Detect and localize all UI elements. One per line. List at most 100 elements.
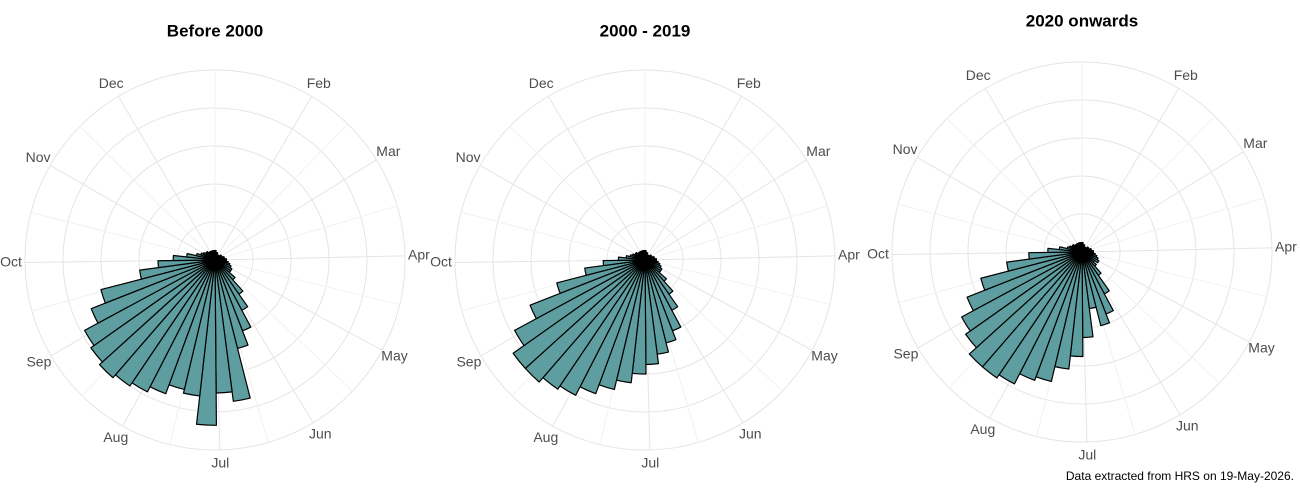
bar [83,259,216,347]
minor-spoke [644,123,779,261]
minor-spoke [214,259,353,392]
grid-spoke [214,259,383,351]
bar [1080,241,1083,253]
x-tick-label: Feb [737,75,761,91]
bar [965,251,1083,349]
panel: Feb Mar Apr May Jun Jul Aug Sep Oct Nov Dec Before … [0,21,430,470]
x-tick-label: Sep [456,354,481,370]
bar [1081,251,1111,327]
minor-spoke [30,211,216,261]
grid-spoke [49,165,216,261]
bar [968,251,1083,368]
bar [1006,251,1083,272]
x-tick-label: Dec [99,75,124,91]
bar [98,259,216,379]
x-tick-label: Nov [456,149,481,165]
x-tick-label: Sep [893,346,918,362]
bar [584,259,646,276]
bar [556,259,646,294]
x-tick-label: Apr [838,246,860,262]
chart-title: Before 2000 [167,21,263,40]
minor-spoke [897,203,1083,253]
x-tick-label: Mar [806,143,830,159]
bar [961,251,1083,332]
grid-spoke [644,96,743,261]
bar [1028,251,1083,260]
x-tick-label: Apr [408,246,430,262]
bar [602,259,646,267]
grid-spoke [1081,88,1180,253]
x-tick-label: Oct [430,253,452,269]
caption: Data extracted from HRS on 19-May-2026. [1066,469,1294,483]
minor-spoke [644,259,830,306]
x-tick-label: Feb [307,75,331,91]
bar [643,249,646,261]
bar [90,259,216,324]
x-tick-label: May [381,348,407,364]
bar [513,259,646,347]
x-tick-label: Aug [103,429,128,445]
minor-spoke [214,123,349,261]
bar [157,259,216,269]
x-tick-label: Nov [26,149,51,165]
x-tick-label: Oct [867,245,889,261]
grid-spoke [479,165,646,261]
minor-spoke [79,126,216,261]
minor-spoke [644,205,828,261]
grid-spoke [1081,251,1250,343]
x-tick-label: Jul [641,455,659,471]
minor-spoke [1081,251,1267,298]
grid-spoke [644,255,835,261]
x-tick-label: May [811,348,837,364]
x-tick-label: Jun [1176,417,1199,433]
panel: Feb Mar Apr May Jun Jul Aug Sep Oct Nov Dec 2020 on… [867,11,1297,462]
bar [213,249,216,261]
minor-spoke [214,205,398,261]
bar [90,259,216,363]
x-tick-label: May [1248,340,1274,356]
x-tick-label: Jun [739,425,762,441]
bar [100,259,216,304]
bar [529,259,646,320]
minor-spoke [214,259,400,306]
minor-spoke [946,118,1083,253]
x-tick-label: Jul [211,455,229,471]
x-tick-label: Mar [1243,135,1267,151]
bar [139,259,216,280]
x-tick-label: Jul [1078,447,1096,463]
x-tick-label: Oct [0,253,22,269]
x-tick-label: Mar [376,143,400,159]
minor-spoke [1081,115,1216,253]
chart-title: 2020 onwards [1026,11,1138,30]
minor-spoke [509,126,646,261]
grid-spoke [214,159,377,261]
bar [966,251,1083,312]
x-tick-label: Dec [966,67,991,83]
grid-spoke [117,96,216,261]
grid-spoke [214,96,313,261]
grid-spoke [1081,247,1272,253]
x-tick-label: Sep [26,354,51,370]
grid-spoke [916,157,1083,253]
x-tick-label: Nov [893,141,918,157]
x-tick-label: Jun [309,425,332,441]
grid-spoke [644,159,807,261]
minor-spoke [1081,251,1220,384]
grid-spoke [1081,151,1244,253]
grid-spoke [644,259,813,351]
x-tick-label: Aug [970,421,995,437]
chart-title: 2000 - 2019 [600,21,691,40]
minor-spoke [1081,197,1265,253]
x-tick-label: Feb [1174,67,1198,83]
bar [512,259,646,370]
grid-spoke [214,255,405,261]
bar [980,251,1083,291]
x-tick-label: Aug [533,429,558,445]
panel: Feb Mar Apr May Jun Jul Aug Sep Oct Nov Dec 2000 - … [430,21,860,470]
grid-spoke [984,88,1083,253]
minor-spoke [460,211,646,261]
minor-spoke [644,259,783,392]
x-tick-label: Dec [529,75,554,91]
grid-spoke [547,96,646,261]
